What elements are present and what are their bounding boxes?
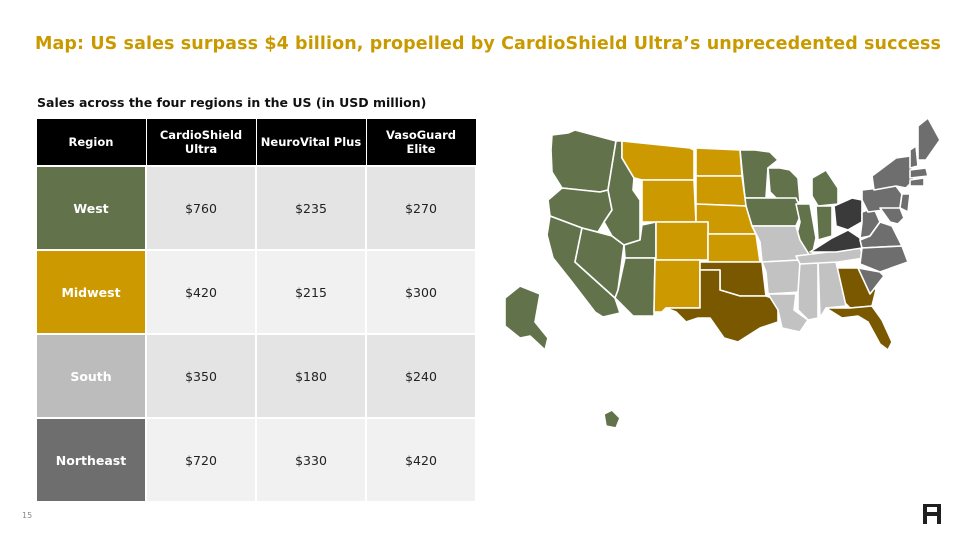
value-cell: $270 [365,165,477,251]
state-south-carolina [857,267,885,295]
state-michigan [811,169,839,207]
state-kansas [707,233,761,263]
value-cell: $720 [145,417,257,503]
value-cell: $350 [145,333,257,419]
region-cell-midwest: Midwest [35,249,147,335]
value-cell: $240 [365,333,477,419]
state-hawaii [603,409,621,429]
header-region: Region [35,118,147,167]
header-vasoguard: VasoGuard Elite [365,118,477,167]
value-cell: $215 [255,249,367,335]
state-wisconsin [767,167,801,203]
state-mississippi [797,261,819,321]
state-arkansas [761,259,801,295]
value-cell: $180 [255,333,367,419]
header-neurovital: NeuroVital Plus [255,118,367,167]
header-cardioshield: CardioShield Ultra [145,118,257,167]
state-florida [825,305,893,351]
table-row: South $350 $180 $240 [35,333,477,419]
state-north-dakota [695,147,743,177]
region-cell-south: South [35,333,147,419]
state-connecticut-ri [909,177,925,187]
value-cell: $760 [145,165,257,251]
page-number: 15 [22,511,33,520]
table-subtitle: Sales across the four regions in the US … [37,95,427,110]
state-wyoming [641,179,697,223]
state-alaska [504,285,549,351]
state-indiana [815,205,833,241]
state-arizona [614,257,656,317]
region-cell-northeast: Northeast [35,417,147,503]
value-cell: $300 [365,249,477,335]
table-row: West $760 $235 $270 [35,165,477,251]
state-iowa [744,197,803,227]
state-new-jersey [899,193,911,213]
h-logo-icon [923,504,941,524]
state-vermont-nh [909,145,919,169]
region-cell-west: West [35,165,147,251]
table-header-row: Region CardioShield Ultra NeuroVital Plu… [35,118,477,167]
state-maryland [879,207,905,225]
state-montana [621,140,695,181]
value-cell: $420 [365,417,477,503]
table-row: Northeast $720 $330 $420 [35,417,477,503]
table-row: Midwest $420 $215 $300 [35,249,477,335]
value-cell: $235 [255,165,367,251]
slide-title: Map: US sales surpass $4 billion, propel… [35,34,942,54]
state-new-york [871,155,915,191]
state-maine [917,117,941,161]
state-massachusetts [909,167,929,179]
state-north-carolina [859,245,909,273]
state-colorado [655,221,709,261]
state-washington [550,129,617,193]
value-cell: $420 [145,249,257,335]
state-texas [665,269,779,343]
state-south-dakota [695,175,747,207]
state-louisiana [767,293,809,333]
state-new-mexico [653,259,701,313]
sales-table: Region CardioShield Ultra NeuroVital Plu… [35,118,477,503]
value-cell: $330 [255,417,367,503]
